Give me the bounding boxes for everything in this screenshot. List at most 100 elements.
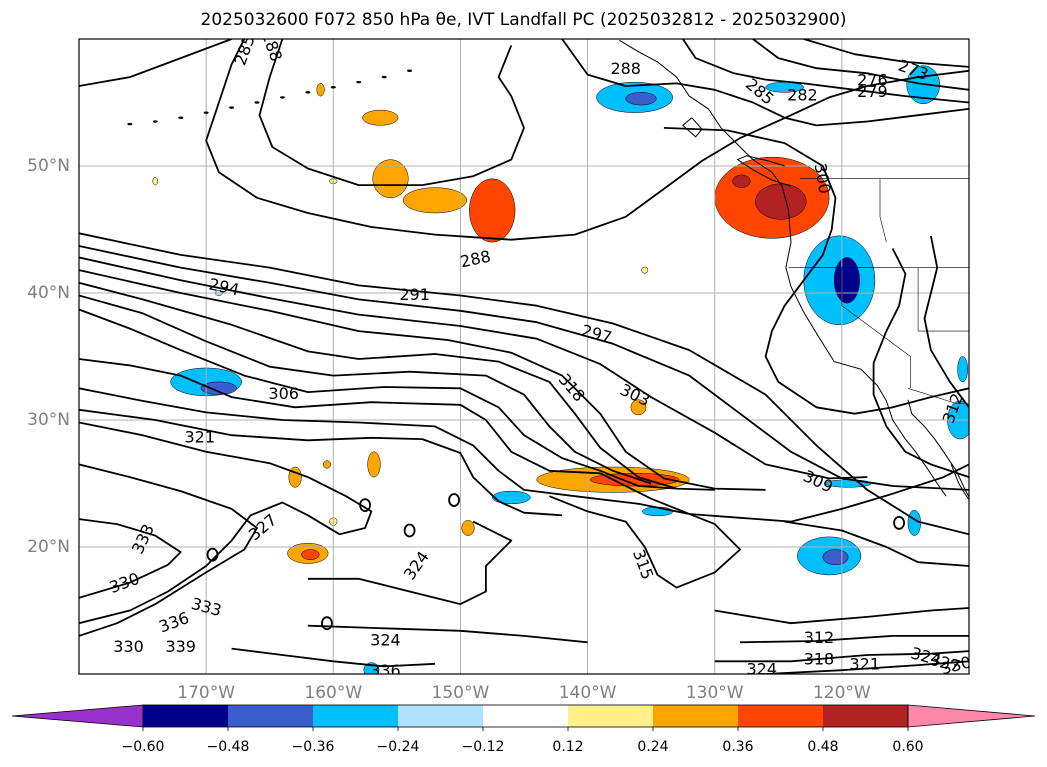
- theta-e-contour: [784, 520, 969, 567]
- theta-e-contour: [663, 127, 969, 415]
- contour-label: 285: [230, 32, 258, 67]
- contour-label: 318: [804, 650, 835, 669]
- aleutian-island: [127, 122, 133, 126]
- colorbar-segment: [568, 705, 653, 727]
- latitude-label: 50°N: [27, 156, 70, 176]
- longitude-label: 170°W: [177, 683, 235, 703]
- state-border: [841, 267, 911, 389]
- negative-pc-region: [957, 356, 968, 383]
- theta-e-contour: [79, 421, 373, 625]
- colorbar-segment: [738, 705, 823, 727]
- positive-pc-region: [469, 178, 516, 243]
- colorbar-segment: [143, 705, 228, 727]
- theta-e-contour: [205, 39, 969, 241]
- colorbar-tick-label: 0.48: [807, 739, 838, 755]
- aleutian-island: [178, 116, 184, 119]
- theta-e-contour: [258, 39, 525, 186]
- colorbar-tick-label: 0.60: [892, 739, 923, 755]
- contour-label: 336: [370, 661, 401, 680]
- aleutian-island: [407, 69, 413, 72]
- theta-e-contour: [231, 647, 436, 668]
- contour-label: 312: [804, 628, 835, 647]
- contour-label: 330: [113, 637, 144, 656]
- theta-e-contour: [79, 358, 741, 589]
- colorbar-segment: [398, 705, 483, 727]
- latitude-label: 20°N: [27, 537, 70, 557]
- longitude-label: 130°W: [686, 683, 744, 703]
- contour-label: 288: [258, 29, 286, 64]
- theta-e-contour: [307, 520, 513, 605]
- state-border: [879, 178, 887, 243]
- positive-pc-region: [367, 451, 381, 478]
- positive-pc-region: [316, 83, 325, 97]
- contour-label: 279: [857, 82, 888, 101]
- colorbar-extend-low: [11, 704, 144, 728]
- contour-label: 321: [849, 655, 880, 674]
- closed-contour: [403, 523, 416, 538]
- aleutian-island: [279, 96, 285, 99]
- colorbar-tick-label: 0.24: [637, 739, 668, 755]
- aleutian-island: [254, 101, 260, 104]
- colorbar-tick-label: 0.36: [722, 739, 753, 755]
- theta-e-contour: [79, 463, 258, 637]
- theta-e-contour: [79, 39, 232, 87]
- contour-label: 333: [128, 521, 158, 557]
- closed-contour: [321, 616, 333, 631]
- positive-pc-region: [755, 183, 807, 220]
- positive-pc-region: [641, 266, 649, 274]
- colorbar-tick-label: −0.36: [292, 739, 335, 755]
- longitude-label: 120°W: [813, 683, 871, 703]
- negative-pc-region: [907, 509, 921, 536]
- state-border: [907, 388, 969, 404]
- map-frame: [78, 38, 970, 675]
- coastline: [736, 155, 792, 187]
- aleutian-island: [229, 106, 235, 109]
- theta-e-contour: [803, 39, 969, 68]
- closed-contour: [448, 493, 460, 507]
- contour-label: 336: [156, 608, 191, 636]
- theta-e-contour: [79, 256, 868, 480]
- negative-pc-region: [491, 490, 531, 505]
- latitude-label: 30°N: [27, 410, 70, 430]
- colorbar-tick-label: −0.60: [122, 739, 165, 755]
- theta-e-contour: [79, 281, 715, 491]
- positive-pc-region: [301, 549, 320, 560]
- colorbar-frame: [142, 704, 909, 728]
- positive-pc-region: [362, 109, 399, 126]
- theta-e-contour: [79, 518, 182, 599]
- negative-pc-region: [625, 92, 657, 106]
- theta-e-contour: [752, 39, 969, 91]
- axis-labels: 50°N 40°N 30°N 20°N 170°W 160°W 150°W 140°W 130°…: [27, 156, 871, 703]
- contour-label: 297: [580, 321, 614, 347]
- state-border: [917, 267, 969, 332]
- negative-pc-region: [833, 257, 860, 304]
- theta-e-contour: [923, 235, 969, 408]
- aleutian-island: [381, 75, 387, 79]
- theta-e-contour: [79, 232, 969, 536]
- contour-label: 315: [629, 547, 657, 582]
- positive-pc-region: [461, 520, 475, 536]
- colorbar-tick-label: −0.12: [462, 739, 505, 755]
- contour-label: 306: [268, 384, 299, 403]
- theta-e-contour: [714, 607, 969, 625]
- aleutian-island: [203, 111, 209, 114]
- aleutian-island: [152, 120, 158, 123]
- closed-contour: [893, 515, 905, 530]
- positive-pc-region: [372, 159, 409, 198]
- theta-e-contour: [307, 624, 588, 644]
- positive-pc-region: [402, 187, 468, 214]
- longitude-label: 160°W: [304, 683, 362, 703]
- colorbar-tick-label: −0.48: [207, 739, 250, 755]
- positive-pc-region: [732, 174, 751, 188]
- colorbar-segment: [483, 705, 568, 727]
- ivt-pc-shading: [152, 65, 969, 674]
- contour-label: 288: [459, 247, 493, 272]
- colorbar-segment: [228, 705, 313, 727]
- theta-e-contour: [714, 650, 969, 663]
- colorbar-tick-label: 0.12: [552, 739, 583, 755]
- positive-pc-region: [630, 399, 647, 416]
- colorbar-tick-label: −0.24: [377, 739, 420, 755]
- theta-e-contour: [561, 39, 969, 127]
- theta-e-contour: [79, 387, 969, 523]
